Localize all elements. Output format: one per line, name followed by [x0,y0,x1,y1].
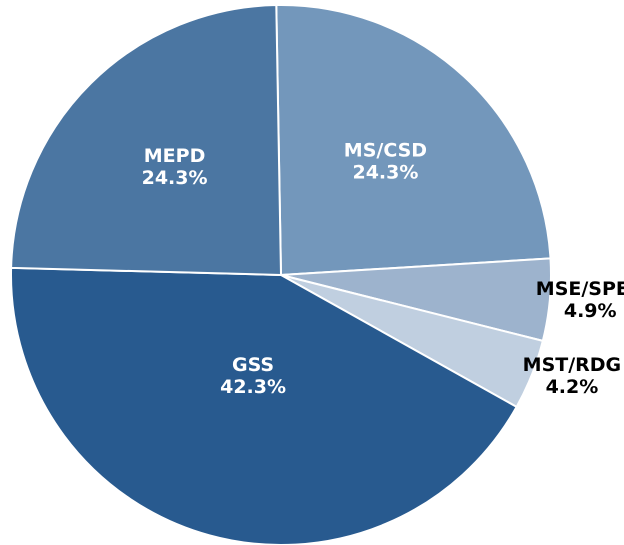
slice-label: MS/CSD [344,139,427,161]
slice-value-label: 24.3% [352,161,418,183]
slice-value-label: 42.3% [220,376,286,398]
slice-value-label: 24.3% [142,167,208,189]
slice-value-label: 4.2% [546,376,599,398]
slice-label: GSS [232,354,274,376]
slice-value-label: 4.9% [564,300,617,322]
pie-slice [10,4,283,277]
slice-label: MEPD [144,145,206,167]
slice-label: MST/RDG [523,354,622,376]
pie-slice [10,266,518,545]
pie-slice [275,4,552,277]
slice-label: MSE/SPED [536,278,624,300]
